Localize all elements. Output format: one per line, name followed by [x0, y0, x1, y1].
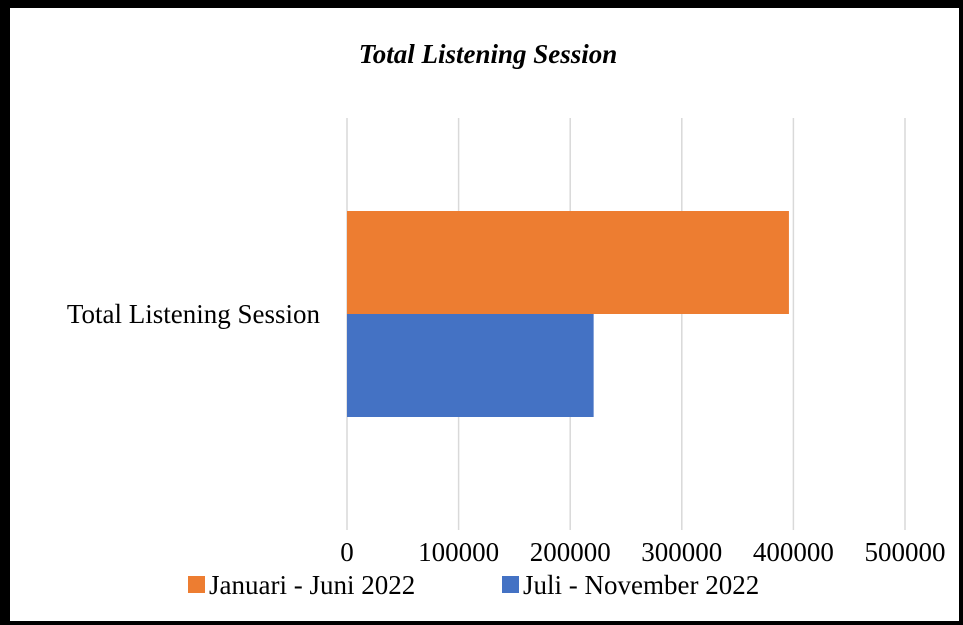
x-tick-label: 200000 — [530, 537, 611, 567]
x-tick-label: 0 — [340, 537, 354, 567]
legend-label: Juli - November 2022 — [523, 570, 759, 600]
x-tick-labels: 0 100000 200000 300000 400000 500000 — [340, 537, 945, 567]
category-label: Total Listening Session — [67, 299, 321, 329]
category-labels: Total Listening Session — [67, 299, 321, 329]
bar-januari-juni-2022 — [347, 211, 789, 314]
legend-swatch — [502, 576, 519, 593]
legend-label: Januari - Juni 2022 — [209, 570, 415, 600]
x-tick-label: 300000 — [641, 537, 722, 567]
x-tick-label: 100000 — [418, 537, 499, 567]
legend-swatch — [188, 576, 205, 593]
chart-title: Total Listening Session — [359, 39, 618, 69]
bars — [347, 211, 789, 417]
x-tick-label: 400000 — [753, 537, 834, 567]
gridlines — [346, 118, 906, 530]
x-tick-label: 500000 — [865, 537, 946, 567]
legend: Januari - Juni 2022 Juli - November 2022 — [188, 570, 759, 600]
bar-juli-november-2022 — [347, 314, 594, 417]
